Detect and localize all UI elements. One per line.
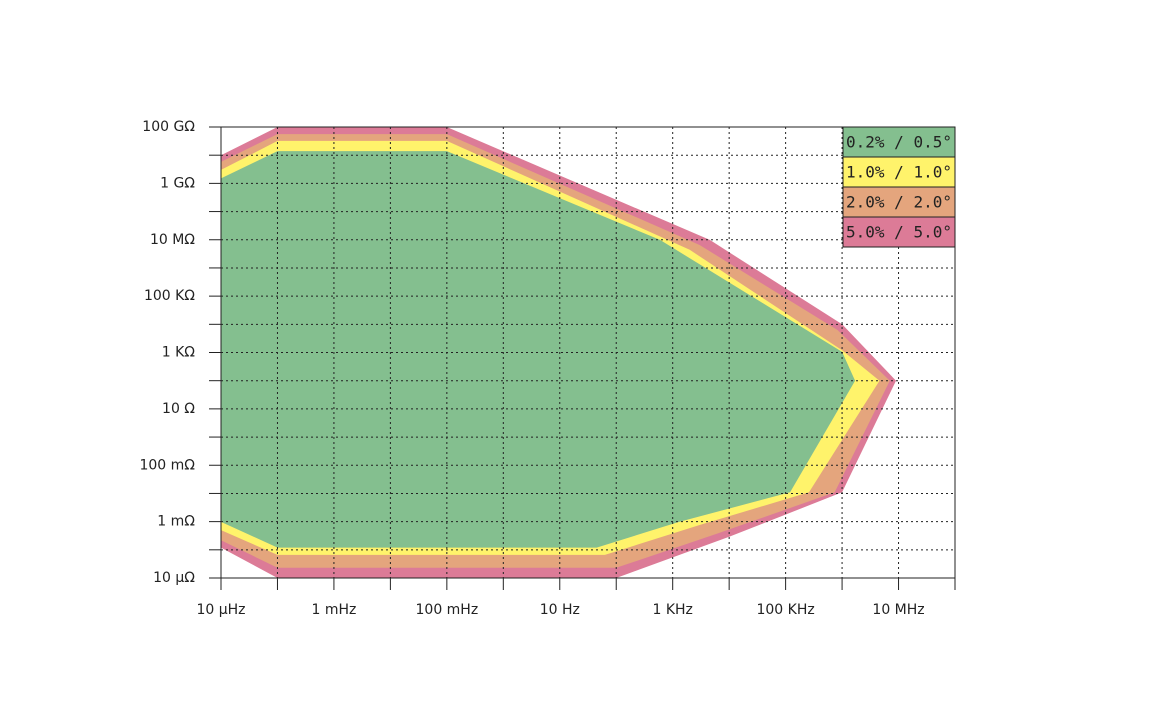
x-tick-label: 10 MHz — [872, 602, 924, 618]
x-tick-label: 10 Hz — [540, 602, 580, 618]
y-tick-label: 1 KΩ — [162, 345, 196, 361]
legend-label: 2.0% / 2.0° — [846, 193, 952, 212]
legend-swatch — [842, 216, 956, 248]
legend-label: 5.0% / 5.0° — [846, 223, 952, 242]
plot-frame — [220, 126, 956, 579]
x-tick-label: 1 mHz — [311, 602, 356, 618]
y-tick-label: 10 Ω — [162, 401, 195, 417]
y-tick-label: 1 GΩ — [160, 175, 195, 191]
y-tick-label: 100 GΩ — [142, 119, 195, 135]
legend-swatch — [842, 126, 956, 158]
y-tick-label: 1 mΩ — [157, 514, 195, 530]
legend-label: 1.0% / 1.0° — [846, 163, 952, 182]
x-tick-label: 100 KHz — [756, 602, 814, 618]
y-tick-label: 10 MΩ — [150, 232, 195, 248]
x-tick-label: 100 mHz — [416, 602, 479, 618]
legend-label: 0.2% / 0.5° — [846, 133, 952, 152]
x-tick-label: 10 µHz — [196, 602, 245, 618]
x-tick-label: 1 KHz — [652, 602, 692, 618]
y-tick-label: 100 mΩ — [139, 457, 195, 473]
accuracy-region — [221, 151, 856, 548]
y-tick-label: 100 KΩ — [144, 288, 195, 304]
y-tick-label: 10 µΩ — [153, 570, 195, 586]
